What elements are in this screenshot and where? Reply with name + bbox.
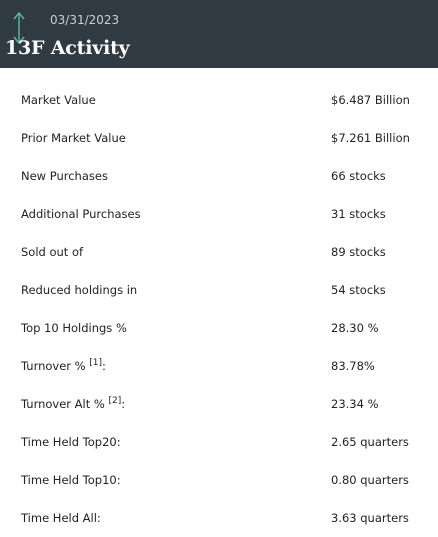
row-value: 23.34 % <box>331 397 379 411</box>
footnote-link[interactable]: [2] <box>108 396 122 406</box>
row-label: Time Held All: <box>21 508 101 528</box>
table-row: Reduced holdings in 54 stocks <box>0 280 438 300</box>
table-row: Prior Market Value $7.261 Billion <box>0 128 438 148</box>
table-row: Time Held All: 3.63 quarters <box>0 508 438 528</box>
row-label-text: Sold out of <box>21 245 84 259</box>
table-row: Sold out of 89 stocks <box>0 242 438 262</box>
row-label: Additional Purchases <box>21 204 141 224</box>
row-value: $7.261 Billion <box>331 131 410 145</box>
table-row: Time Held Top20: 2.65 quarters <box>0 432 438 452</box>
row-value: $6.487 Billion <box>331 93 410 107</box>
row-label: Sold out of <box>21 242 83 262</box>
row-label: Market Value <box>21 90 96 110</box>
row-label-text: Turnover Alt % <box>21 397 105 411</box>
row-value: 89 stocks <box>331 245 386 259</box>
report-date: 03/31/2023 <box>50 13 120 27</box>
row-label-text: Market Value <box>21 93 96 107</box>
row-label-suffix: : <box>102 359 106 373</box>
row-label: Reduced holdings in <box>21 280 137 300</box>
row-label-text: Additional Purchases <box>21 207 141 221</box>
row-value: 66 stocks <box>331 169 386 183</box>
table-row: Market Value $6.487 Billion <box>0 90 438 110</box>
row-label-text: Reduced holdings in <box>21 283 138 297</box>
page-title: 13F Activity <box>5 37 130 59</box>
row-label: New Purchases <box>21 166 108 186</box>
row-label: Prior Market Value <box>21 128 126 148</box>
up-down-arrow-icon[interactable] <box>12 11 26 45</box>
row-value: 54 stocks <box>331 283 386 297</box>
row-label: Top 10 Holdings % <box>21 318 127 338</box>
table-row: Top 10 Holdings % 28.30 % <box>0 318 438 338</box>
row-label-text: Prior Market Value <box>21 131 126 145</box>
table-row: New Purchases 66 stocks <box>0 166 438 186</box>
table-row: Additional Purchases 31 stocks <box>0 204 438 224</box>
footnote-link[interactable]: [1] <box>89 358 103 368</box>
row-label-text: Time Held All: <box>21 511 101 525</box>
row-label-suffix: : <box>121 397 126 411</box>
row-value: 0.80 quarters <box>331 473 409 487</box>
row-value: 28.30 % <box>331 321 379 335</box>
row-value: 3.63 quarters <box>331 511 409 525</box>
header-bar: 03/31/2023 13F Activity <box>0 0 438 68</box>
row-label-text: New Purchases <box>21 169 108 183</box>
table-row: Turnover Alt % [2]: 23.34 % <box>0 394 438 414</box>
row-label-text: Turnover % <box>21 359 86 373</box>
row-label-text: Time Held Top10: <box>21 473 121 487</box>
row-label: Turnover Alt % [2]: <box>21 394 125 414</box>
row-label: Time Held Top10: <box>21 470 121 490</box>
row-label-text: Time Held Top20: <box>21 435 121 449</box>
row-value: 31 stocks <box>331 207 386 221</box>
row-label-text: Top 10 Holdings % <box>21 321 127 335</box>
row-value: 83.78% <box>331 359 375 373</box>
row-label: Time Held Top20: <box>21 432 121 452</box>
row-label: Turnover % [1]: <box>21 356 106 376</box>
row-value: 2.65 quarters <box>331 435 409 449</box>
table-row: Time Held Top10: 0.80 quarters <box>0 470 438 490</box>
table-row: Turnover % [1]: 83.78% <box>0 356 438 376</box>
